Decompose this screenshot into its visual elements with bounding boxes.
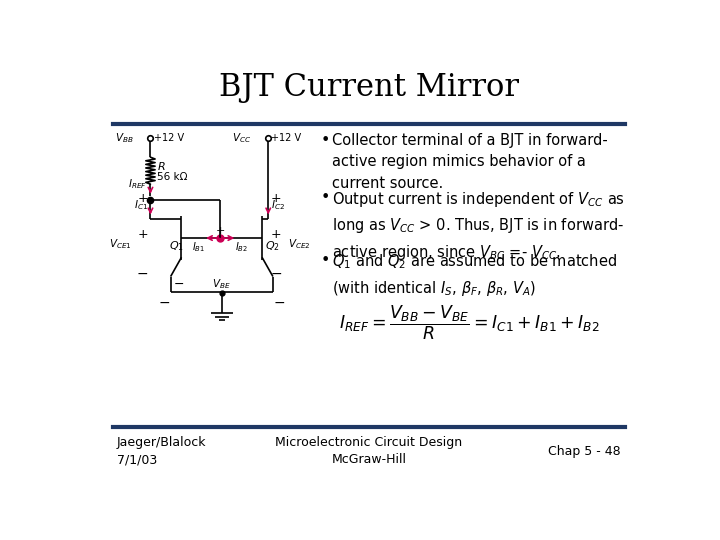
- Text: BJT Current Mirror: BJT Current Mirror: [219, 72, 519, 103]
- Text: •: •: [321, 253, 330, 268]
- Text: −: −: [137, 266, 148, 280]
- Text: Jaeger/Blalock
7/1/03: Jaeger/Blalock 7/1/03: [117, 436, 207, 467]
- Text: $Q_1$: $Q_1$: [169, 240, 184, 253]
- Text: $V_{CE1}$: $V_{CE1}$: [109, 237, 132, 251]
- Text: $V_{CC}$: $V_{CC}$: [232, 131, 251, 145]
- Text: •: •: [321, 190, 330, 205]
- Text: −: −: [174, 278, 184, 291]
- Text: $I_{REF}$: $I_{REF}$: [127, 177, 147, 191]
- Text: +: +: [138, 228, 148, 241]
- Text: Chap 5 - 48: Chap 5 - 48: [548, 445, 621, 458]
- Text: +: +: [138, 192, 148, 205]
- Text: $Q_1$ and $Q_2$ are assumed to be matched
(with identical $I_S$, $\beta_F$, $\be: $Q_1$ and $Q_2$ are assumed to be matche…: [332, 253, 617, 298]
- Text: +: +: [215, 226, 225, 236]
- Text: $Q_2$: $Q_2$: [265, 240, 280, 253]
- Text: −: −: [158, 296, 170, 310]
- Text: $I_{B2}$: $I_{B2}$: [235, 240, 248, 254]
- Text: Microelectronic Circuit Design
McGraw-Hill: Microelectronic Circuit Design McGraw-Hi…: [276, 436, 462, 467]
- Text: $I_{C2}$: $I_{C2}$: [271, 198, 284, 212]
- Text: $I_{C1}$: $I_{C1}$: [134, 198, 148, 212]
- Text: Output current is independent of $V_{CC}$ as
long as $V_{CC}$ > 0. Thus, BJT is : Output current is independent of $V_{CC}…: [332, 190, 625, 262]
- Text: 56 kΩ: 56 kΩ: [158, 172, 188, 182]
- Text: R: R: [158, 162, 165, 172]
- Text: +12 V: +12 V: [153, 133, 184, 143]
- Text: +: +: [271, 228, 282, 241]
- Text: $V_{BB}$: $V_{BB}$: [114, 131, 133, 145]
- Text: $I_{REF} = \dfrac{V_{BB}-V_{BE}}{R} = I_{C1}+I_{B1}+I_{B2}$: $I_{REF} = \dfrac{V_{BB}-V_{BE}}{R} = I_…: [339, 303, 600, 342]
- Text: Collector terminal of a BJT in forward-
active region mimics behavior of a
curre: Collector terminal of a BJT in forward- …: [332, 132, 608, 191]
- Text: +12 V: +12 V: [271, 133, 302, 143]
- Text: •: •: [321, 132, 330, 147]
- Text: −: −: [271, 266, 282, 280]
- Text: $V_{CE2}$: $V_{CE2}$: [289, 237, 311, 251]
- Text: $V_{BE}$: $V_{BE}$: [212, 278, 231, 291]
- Text: $I_{B1}$: $I_{B1}$: [192, 240, 205, 254]
- Text: −: −: [274, 296, 285, 310]
- Text: +: +: [271, 192, 282, 205]
